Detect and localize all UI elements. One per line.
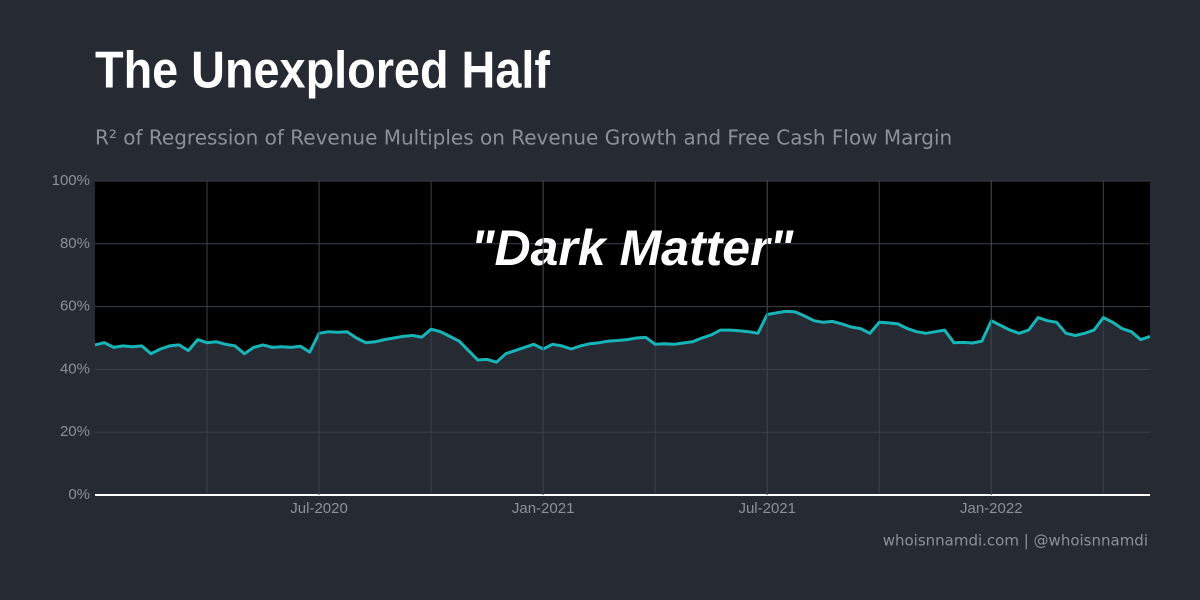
y-tick-label: 40% xyxy=(60,360,90,377)
chart-subtitle: R² of Regression of Revenue Multiples on… xyxy=(95,126,952,150)
x-tick-label: Jan-2021 xyxy=(512,500,575,517)
y-tick-label: 0% xyxy=(68,486,90,503)
y-tick-label: 80% xyxy=(60,235,90,252)
area-above xyxy=(95,181,1150,363)
line xyxy=(94,309,1151,364)
x-tick-label: Jul-2021 xyxy=(738,500,796,517)
x-tick-label: Jul-2020 xyxy=(290,500,348,517)
y-tick-label: 100% xyxy=(52,172,90,189)
y-tick-label: 60% xyxy=(60,298,90,315)
source: whoisnnamdi.com | @whoisnnamdi xyxy=(883,532,1148,550)
annotation: "Dark Matter" xyxy=(471,220,795,276)
x-tick-label: Jan-2022 xyxy=(960,500,1023,517)
chart-title: The Unexplored Half xyxy=(95,41,550,99)
y-tick-label: 20% xyxy=(60,423,90,440)
